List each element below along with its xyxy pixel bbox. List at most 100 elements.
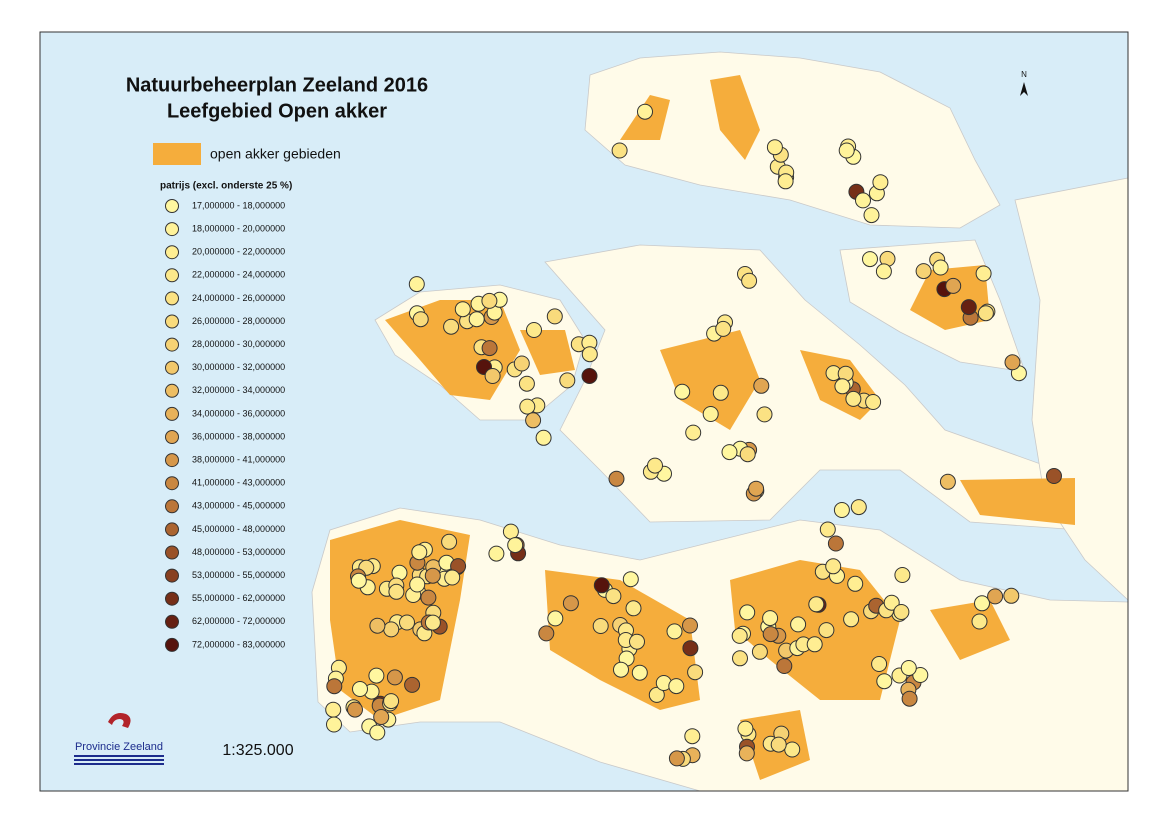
legend-label: 24,000000 - 26,000000 <box>192 293 285 303</box>
observation-point <box>369 724 386 741</box>
legend-symbol <box>165 268 179 283</box>
observation-point <box>562 595 579 612</box>
observation-point <box>513 355 530 372</box>
observation-point <box>845 390 862 407</box>
observation-point <box>808 596 825 613</box>
observation-point <box>756 406 773 423</box>
observation-point <box>739 604 756 621</box>
logo-line <box>74 759 164 761</box>
observation-point <box>526 322 542 338</box>
observation-point <box>404 676 421 693</box>
observation-point <box>674 383 691 400</box>
scale-text: 1:325.000 <box>222 742 293 759</box>
observation-point <box>388 583 405 600</box>
observation-point <box>488 545 505 562</box>
observation-point <box>912 667 929 683</box>
observation-point <box>386 669 403 686</box>
observation-point <box>847 575 864 592</box>
legend-symbol <box>165 222 179 237</box>
observation-point <box>685 424 702 441</box>
observation-point <box>762 610 779 627</box>
area <box>730 560 900 700</box>
observation-point <box>825 558 842 575</box>
observation-point <box>608 470 625 487</box>
observation-point <box>368 667 385 684</box>
logo-text: Provincie Zeeland <box>75 741 163 753</box>
observation-point <box>776 658 793 674</box>
observation-point <box>827 535 844 552</box>
observation-points <box>325 103 1062 767</box>
observation-point <box>373 709 390 725</box>
observation-point <box>668 750 685 767</box>
frame-border <box>39 31 1129 792</box>
legend-symbol <box>165 360 179 375</box>
observation-point <box>507 537 524 554</box>
observation-point <box>441 533 458 550</box>
observation-point <box>1004 354 1021 371</box>
area-swatch <box>153 143 201 165</box>
observation-point <box>519 398 536 415</box>
legend-label: 20,000000 - 22,000000 <box>192 247 285 257</box>
legend-label: 72,000000 - 83,000000 <box>192 639 285 649</box>
observation-point <box>721 444 738 461</box>
observation-point <box>739 446 756 463</box>
observation-point <box>960 299 977 316</box>
observation-point <box>411 544 428 561</box>
legend-symbol <box>165 476 179 491</box>
observation-point <box>593 577 610 594</box>
observation-point <box>629 633 645 650</box>
observation-point <box>987 588 1004 605</box>
logo-line <box>74 755 164 757</box>
observation-point <box>443 318 460 335</box>
observation-point <box>684 728 701 745</box>
observation-point <box>843 611 860 628</box>
observation-point <box>737 720 754 737</box>
observation-point <box>872 174 889 191</box>
logo-icon <box>108 713 131 728</box>
observation-point <box>326 716 342 733</box>
observation-point <box>702 406 719 422</box>
observation-point <box>894 567 911 583</box>
observation-point <box>932 259 949 276</box>
observation-point <box>850 499 867 516</box>
legend-label: 36,000000 - 38,000000 <box>192 431 285 441</box>
area <box>710 75 760 160</box>
observation-point <box>399 614 415 631</box>
observation-point <box>613 661 629 678</box>
observation-point <box>622 571 639 588</box>
observation-point <box>939 473 956 490</box>
observation-point <box>605 588 622 605</box>
observation-point <box>538 625 555 642</box>
observation-point <box>945 277 962 294</box>
observation-point <box>883 594 900 611</box>
observation-point <box>625 600 642 617</box>
legend-symbol <box>165 522 179 537</box>
legend-label: 18,000000 - 20,000000 <box>192 223 285 233</box>
observation-point <box>806 636 823 653</box>
area <box>660 330 760 430</box>
observation-point <box>865 394 882 410</box>
observation-point <box>971 613 988 630</box>
legend-label: 62,000000 - 72,000000 <box>192 616 285 626</box>
legend-label: 53,000000 - 55,000000 <box>192 570 285 580</box>
observation-point <box>732 650 748 667</box>
legend-symbol <box>165 453 179 468</box>
legend-symbol <box>165 591 179 606</box>
observation-point <box>876 673 893 690</box>
observation-point <box>741 272 758 289</box>
observation-point <box>409 576 426 593</box>
title-line: Leefgebied Open akker <box>167 100 387 122</box>
legend-symbol <box>165 291 179 306</box>
observation-point <box>326 678 343 695</box>
legend-label: 45,000000 - 48,000000 <box>192 524 285 534</box>
observation-point <box>502 523 519 540</box>
legend-label: 38,000000 - 41,000000 <box>192 454 285 464</box>
observation-point <box>444 569 461 586</box>
observation-point <box>481 340 498 357</box>
points-legend: 17,000000 - 18,000000 18,000000 - 20,0000… <box>165 199 285 652</box>
observation-point <box>408 276 425 293</box>
area <box>960 478 1075 525</box>
legend-label: 26,000000 - 28,000000 <box>192 316 285 326</box>
observation-point <box>790 616 807 633</box>
